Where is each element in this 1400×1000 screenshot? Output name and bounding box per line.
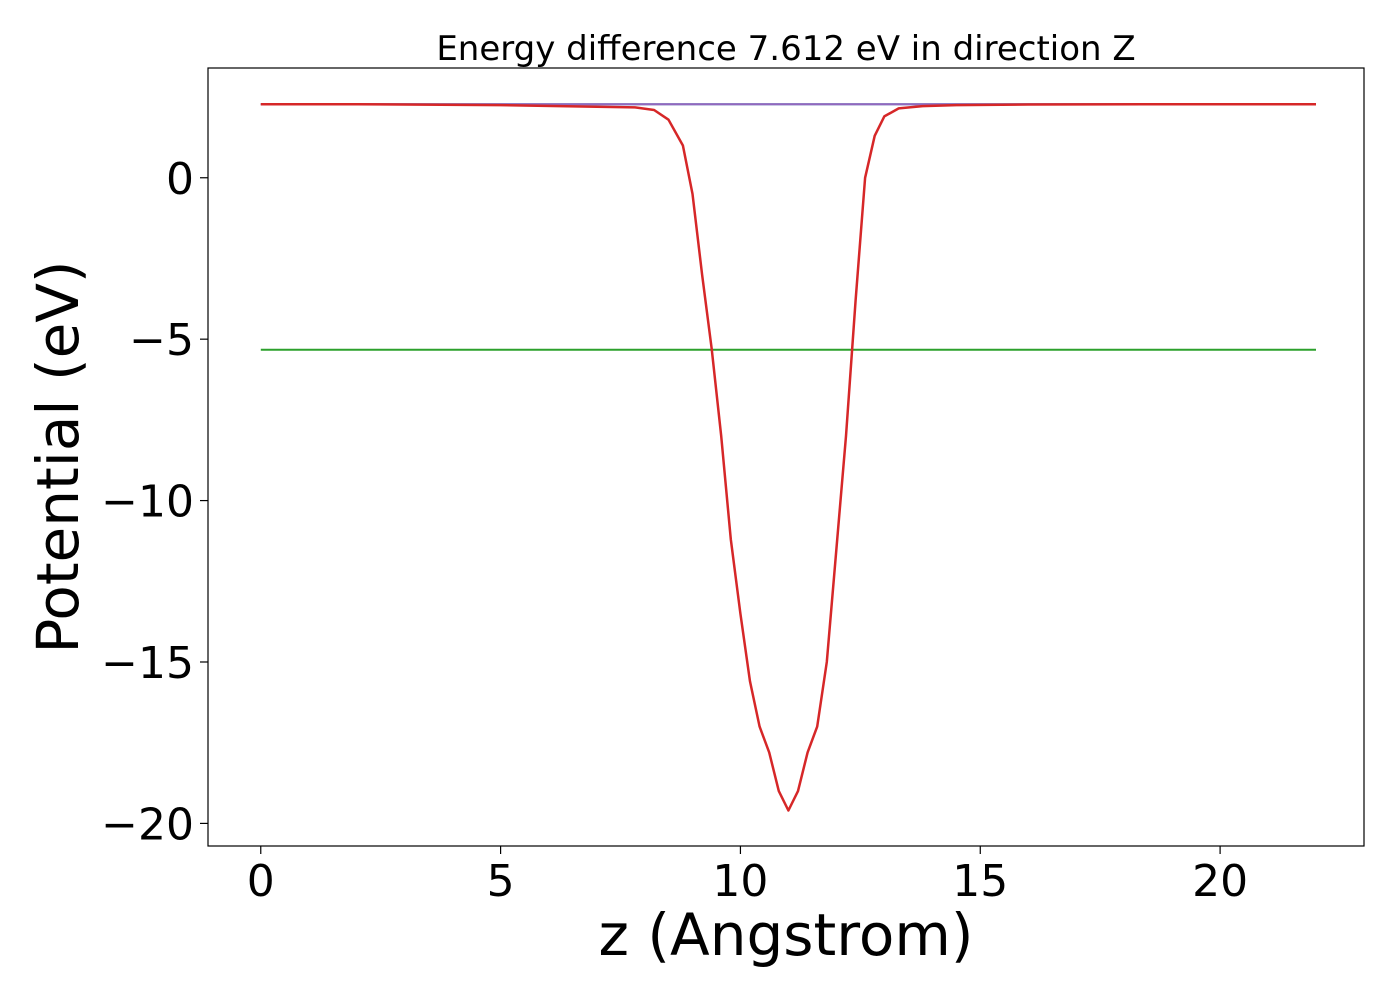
x-tick-label: 20	[1192, 856, 1248, 907]
y-axis-label: Potential (eV)	[24, 260, 92, 653]
x-tick-label: 0	[247, 856, 275, 907]
y-tick-label: 0	[166, 154, 194, 205]
axes-frame	[207, 67, 1365, 847]
plot-area	[260, 102, 1316, 812]
y-tick-label: −15	[101, 638, 194, 689]
x-axis-label: z (Angstrom)	[599, 901, 974, 969]
x-tick-label: 15	[952, 856, 1008, 907]
y-tick-label: −20	[101, 799, 194, 850]
axis-ticks: 0 5 10 15 20 0 −5 −10 −15 −20	[101, 154, 1248, 907]
y-tick-label: −10	[101, 477, 194, 528]
series-line-3	[260, 102, 1316, 812]
chart-title: Energy difference 7.612 eV in direction …	[436, 29, 1135, 69]
y-tick-label: −5	[129, 315, 194, 366]
x-tick-label: 10	[712, 856, 768, 907]
x-tick-label: 5	[487, 856, 515, 907]
